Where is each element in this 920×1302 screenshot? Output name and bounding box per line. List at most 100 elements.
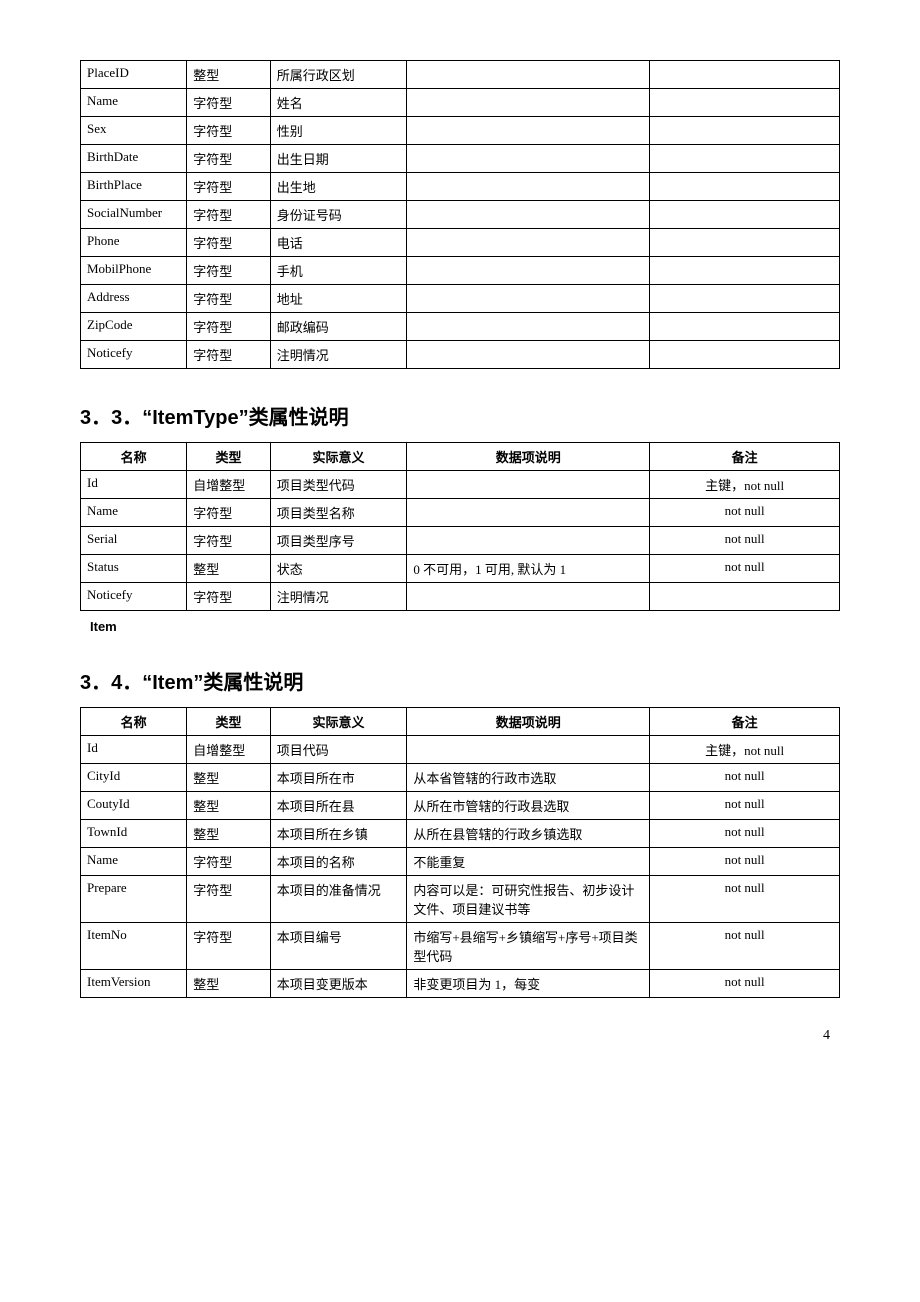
table-row: Name字符型项目类型名称 not null	[81, 499, 840, 527]
table-cell: not null	[650, 555, 840, 583]
table-header-cell: 实际意义	[270, 708, 407, 736]
table-cell: 整型	[187, 764, 270, 792]
table-cell	[650, 89, 840, 117]
table-header-cell: 备注	[650, 708, 840, 736]
table-cell: Prepare	[81, 876, 187, 923]
table-header-cell: 类型	[187, 708, 270, 736]
table-cell: not null	[650, 499, 840, 527]
table-cell	[650, 229, 840, 257]
table-cell: 字符型	[187, 173, 270, 201]
table-row: Noticefy字符型注明情况	[81, 583, 840, 611]
table-cell: 本项目所在市	[270, 764, 407, 792]
table-cell: 项目类型名称	[270, 499, 407, 527]
table-cell	[407, 145, 650, 173]
table-cell: 字符型	[187, 527, 270, 555]
table-cell: Name	[81, 499, 187, 527]
table-cell: 电话	[270, 229, 407, 257]
table-cell: 本项目变更版本	[270, 970, 407, 998]
table-cell	[407, 117, 650, 145]
table-cell: 字符型	[187, 583, 270, 611]
table-cell: Status	[81, 555, 187, 583]
table-header-cell: 类型	[187, 443, 270, 471]
table-cell: 非变更项目为 1，每变	[407, 970, 650, 998]
table-cell: 整型	[187, 61, 270, 89]
table-cell: 本项目的准备情况	[270, 876, 407, 923]
table-cell: 从所在市管辖的行政县选取	[407, 792, 650, 820]
table-cell: SocialNumber	[81, 201, 187, 229]
table-cell: 本项目所在县	[270, 792, 407, 820]
sublabel-item: Item	[90, 619, 840, 634]
table-cell: 字符型	[187, 499, 270, 527]
table-row: Id自增整型项目代码主键，not null	[81, 736, 840, 764]
table-cell: 整型	[187, 792, 270, 820]
table-cell: 字符型	[187, 876, 270, 923]
table-cell: 所属行政区划	[270, 61, 407, 89]
table-cell: not null	[650, 970, 840, 998]
table-row: ItemNo字符型本项目编号市缩写+县缩写+乡镇缩写+序号+项目类型代码not …	[81, 923, 840, 970]
table-row: Phone字符型电话	[81, 229, 840, 257]
table-cell: 出生日期	[270, 145, 407, 173]
table-cell	[650, 145, 840, 173]
table-cell: ItemVersion	[81, 970, 187, 998]
table-cell: CityId	[81, 764, 187, 792]
table-cell: Address	[81, 285, 187, 313]
table-cell: not null	[650, 527, 840, 555]
table-cell: TownId	[81, 820, 187, 848]
table-cell: 本项目编号	[270, 923, 407, 970]
table-row: TownId整型本项目所在乡镇从所在县管辖的行政乡镇选取not null	[81, 820, 840, 848]
table-row: ZipCode字符型邮政编码	[81, 313, 840, 341]
table-cell: 自增整型	[187, 471, 270, 499]
table-continuation: PlaceID整型所属行政区划Name字符型姓名Sex字符型性别BirthDat…	[80, 60, 840, 369]
table-item: 名称类型实际意义数据项说明备注 Id自增整型项目代码主键，not nullCit…	[80, 707, 840, 998]
table-cell: 0 不可用，1 可用, 默认为 1	[407, 555, 650, 583]
table-cell: BirthDate	[81, 145, 187, 173]
table-cell: MobilPhone	[81, 257, 187, 285]
table-row: PlaceID整型所属行政区划	[81, 61, 840, 89]
table-cell	[407, 471, 650, 499]
table-cell: 字符型	[187, 201, 270, 229]
table-cell	[650, 173, 840, 201]
table-cell: not null	[650, 876, 840, 923]
table-cell: 字符型	[187, 341, 270, 369]
table-cell	[407, 313, 650, 341]
section-3-3-title: 3．3．“ItemType”类属性说明	[80, 401, 840, 430]
table-cell	[650, 313, 840, 341]
table-header-cell: 名称	[81, 443, 187, 471]
table-cell: 注明情况	[270, 341, 407, 369]
table-cell	[407, 201, 650, 229]
table-row: MobilPhone字符型手机	[81, 257, 840, 285]
table-cell: 整型	[187, 970, 270, 998]
table-cell	[407, 89, 650, 117]
table-cell: 字符型	[187, 257, 270, 285]
table-cell	[407, 285, 650, 313]
table-cell: Serial	[81, 527, 187, 555]
table-cell: 不能重复	[407, 848, 650, 876]
table-header-cell: 数据项说明	[407, 443, 650, 471]
table-cell: 字符型	[187, 848, 270, 876]
table-cell: 字符型	[187, 229, 270, 257]
table-cell	[407, 583, 650, 611]
table-header-cell: 实际意义	[270, 443, 407, 471]
table-cell: CoutyId	[81, 792, 187, 820]
table-cell	[407, 341, 650, 369]
table-cell: BirthPlace	[81, 173, 187, 201]
table-cell: 项目类型代码	[270, 471, 407, 499]
table-cell: 地址	[270, 285, 407, 313]
table-cell: 邮政编码	[270, 313, 407, 341]
table-cell: 项目类型序号	[270, 527, 407, 555]
table-cell	[650, 257, 840, 285]
table-cell	[650, 117, 840, 145]
table-cell: Name	[81, 848, 187, 876]
table-cell	[650, 285, 840, 313]
table-row: CityId整型本项目所在市从本省管辖的行政市选取not null	[81, 764, 840, 792]
table-row: Address字符型地址	[81, 285, 840, 313]
table-row: Name字符型姓名	[81, 89, 840, 117]
table-cell: 字符型	[187, 145, 270, 173]
table-cell: 性别	[270, 117, 407, 145]
table-cell: 主键，not null	[650, 471, 840, 499]
table-header-cell: 备注	[650, 443, 840, 471]
table-row: BirthDate字符型出生日期	[81, 145, 840, 173]
table-cell	[407, 257, 650, 285]
table-cell: 字符型	[187, 117, 270, 145]
table-row: Name字符型本项目的名称不能重复not null	[81, 848, 840, 876]
